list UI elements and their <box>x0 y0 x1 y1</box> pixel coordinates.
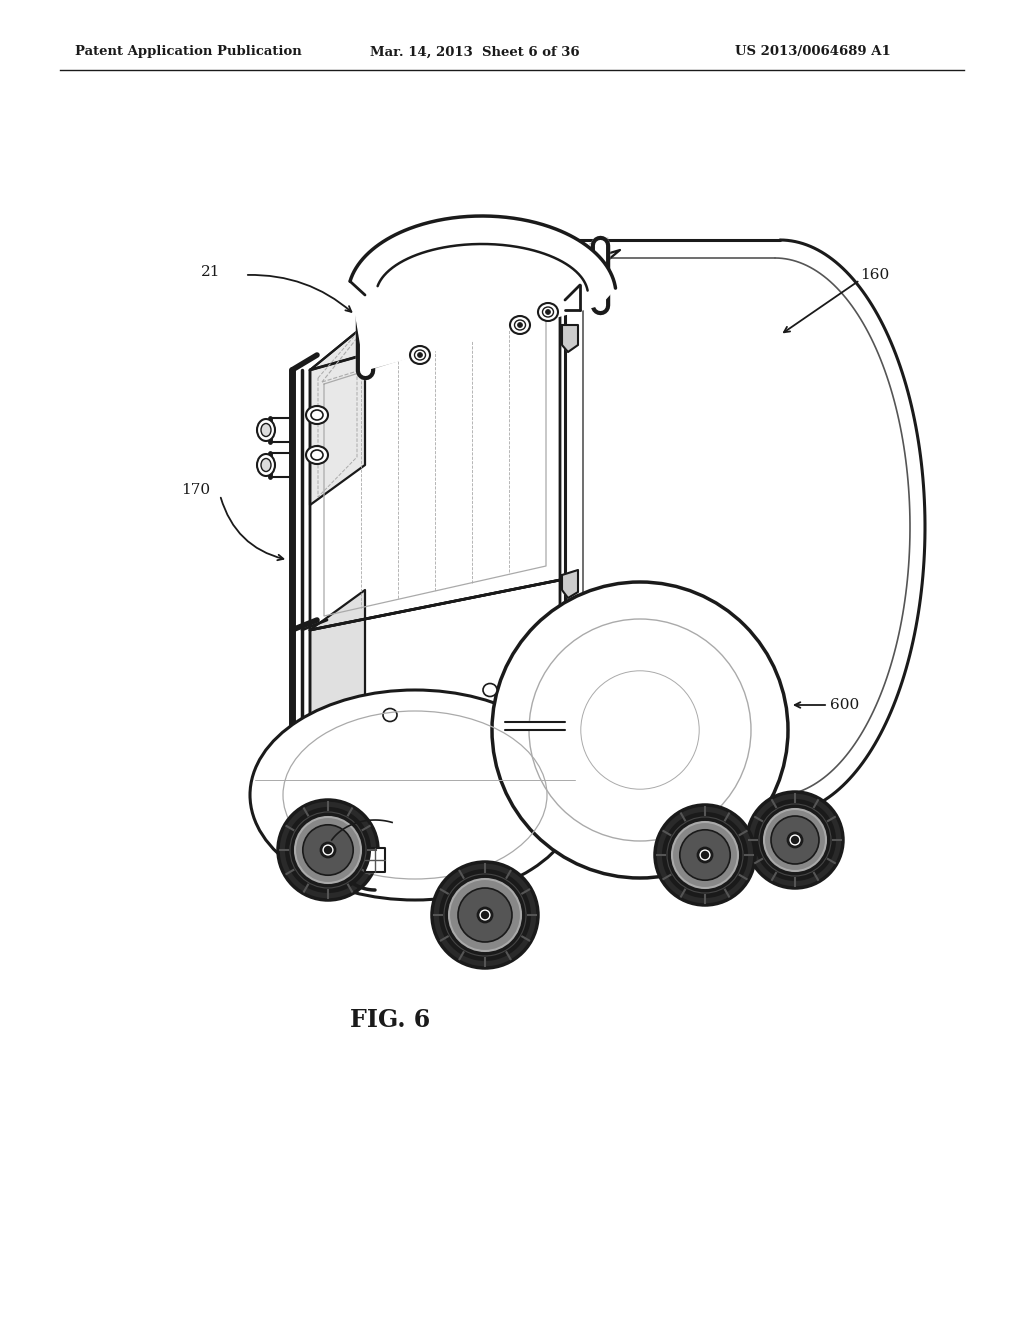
Polygon shape <box>350 216 615 370</box>
Text: US 2013/0064689 A1: US 2013/0064689 A1 <box>735 45 891 58</box>
Text: 160: 160 <box>860 268 889 282</box>
Ellipse shape <box>278 800 378 900</box>
Ellipse shape <box>672 822 738 888</box>
Ellipse shape <box>458 888 512 942</box>
Ellipse shape <box>680 830 730 880</box>
Ellipse shape <box>311 450 323 459</box>
Ellipse shape <box>295 817 361 883</box>
Ellipse shape <box>261 458 271 471</box>
Ellipse shape <box>481 912 488 919</box>
Ellipse shape <box>510 315 530 334</box>
Ellipse shape <box>261 424 271 437</box>
Text: Mar. 14, 2013  Sheet 6 of 36: Mar. 14, 2013 Sheet 6 of 36 <box>370 45 580 58</box>
Ellipse shape <box>701 851 709 858</box>
Polygon shape <box>562 325 578 352</box>
Ellipse shape <box>746 792 843 888</box>
Polygon shape <box>310 300 560 630</box>
Ellipse shape <box>250 690 580 900</box>
Text: 150: 150 <box>450 923 479 937</box>
Polygon shape <box>365 847 385 873</box>
Ellipse shape <box>325 846 332 854</box>
Ellipse shape <box>415 350 426 360</box>
Ellipse shape <box>698 847 712 862</box>
Text: 600: 600 <box>595 748 625 762</box>
Ellipse shape <box>303 825 353 875</box>
Ellipse shape <box>543 308 554 317</box>
Text: FIG. 6: FIG. 6 <box>350 1008 430 1032</box>
Ellipse shape <box>517 322 522 327</box>
Ellipse shape <box>792 837 799 843</box>
Polygon shape <box>310 590 365 840</box>
Ellipse shape <box>432 862 538 968</box>
Text: 170: 170 <box>181 483 210 498</box>
Ellipse shape <box>306 446 328 465</box>
Ellipse shape <box>514 319 525 330</box>
Ellipse shape <box>492 582 788 878</box>
Ellipse shape <box>483 684 497 697</box>
Ellipse shape <box>755 800 835 880</box>
Text: 600: 600 <box>830 698 859 711</box>
Ellipse shape <box>321 843 335 857</box>
Ellipse shape <box>440 870 530 960</box>
Text: Patent Application Publication: Patent Application Publication <box>75 45 302 58</box>
Ellipse shape <box>538 304 558 321</box>
Ellipse shape <box>418 352 423 358</box>
Ellipse shape <box>478 908 492 921</box>
Ellipse shape <box>286 808 370 892</box>
Polygon shape <box>310 325 365 506</box>
Ellipse shape <box>410 346 430 364</box>
Ellipse shape <box>764 809 826 871</box>
Ellipse shape <box>449 879 521 950</box>
Text: 21: 21 <box>201 265 220 279</box>
Ellipse shape <box>383 709 397 722</box>
Ellipse shape <box>311 411 323 420</box>
Polygon shape <box>310 249 620 370</box>
Ellipse shape <box>788 833 802 847</box>
Text: 600: 600 <box>340 873 370 887</box>
Polygon shape <box>310 579 560 840</box>
Ellipse shape <box>257 418 275 441</box>
Ellipse shape <box>546 309 551 314</box>
Ellipse shape <box>306 407 328 424</box>
Ellipse shape <box>257 454 275 477</box>
Ellipse shape <box>655 805 755 906</box>
Ellipse shape <box>771 816 819 865</box>
Polygon shape <box>562 570 578 598</box>
Ellipse shape <box>663 813 746 898</box>
